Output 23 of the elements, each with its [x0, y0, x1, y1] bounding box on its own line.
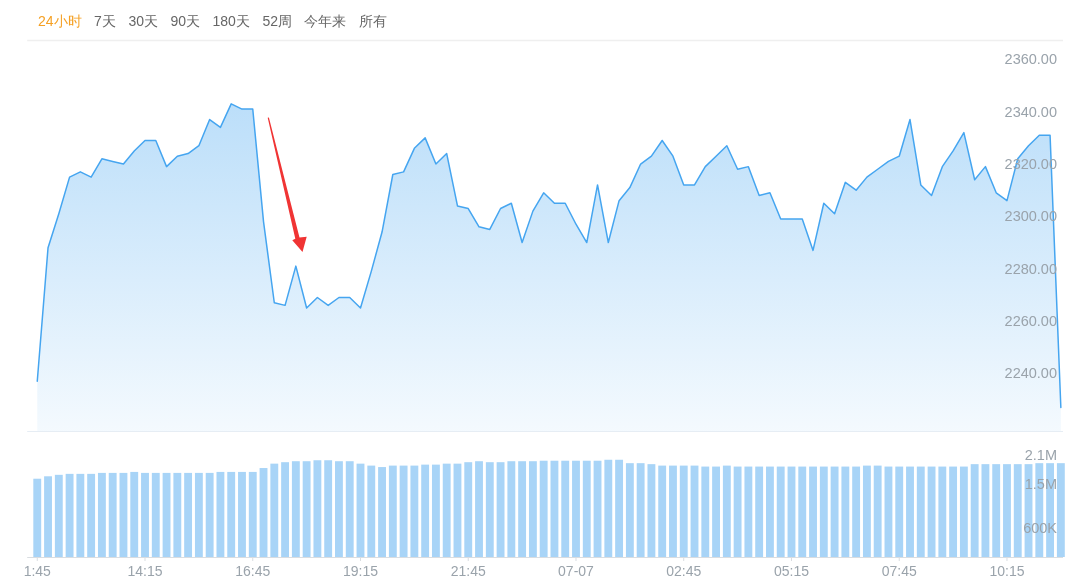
x-tick-label: 05:15 — [773, 562, 809, 579]
x-tick-label: 02:45 — [666, 562, 702, 579]
tab-label: 52周 — [262, 12, 292, 29]
tab-label: 所有 — [358, 12, 387, 29]
tab-label: 30天 — [128, 12, 158, 29]
y-tick-label: 2260.00 — [1004, 313, 1057, 330]
y-tick-label: 2.1M — [1024, 447, 1057, 463]
tab-label: 90天 — [170, 12, 201, 29]
x-tick-label: 19:15 — [342, 562, 378, 579]
x-tick-label: 21:45 — [450, 562, 486, 579]
y-tick-label: 2360.00 — [1004, 51, 1057, 68]
tab-label: 180天 — [212, 12, 250, 29]
x-tick-label: 14:15 — [127, 562, 163, 579]
x-tick-label: 07:45 — [881, 562, 917, 579]
x-tick-label: 16:45 — [235, 562, 271, 579]
x-tick-label: 1:45 — [23, 562, 51, 579]
y-tick-label: 2340.00 — [1004, 103, 1057, 120]
tab-label: 今年来 — [304, 12, 347, 29]
x-tick-label: 10:15 — [989, 562, 1025, 579]
tab-label: 7天 — [94, 12, 116, 29]
tab-label: 24小时 — [38, 12, 82, 29]
x-tick-label: 07-07 — [558, 562, 594, 579]
y-tick-label: 2240.00 — [1004, 365, 1057, 382]
